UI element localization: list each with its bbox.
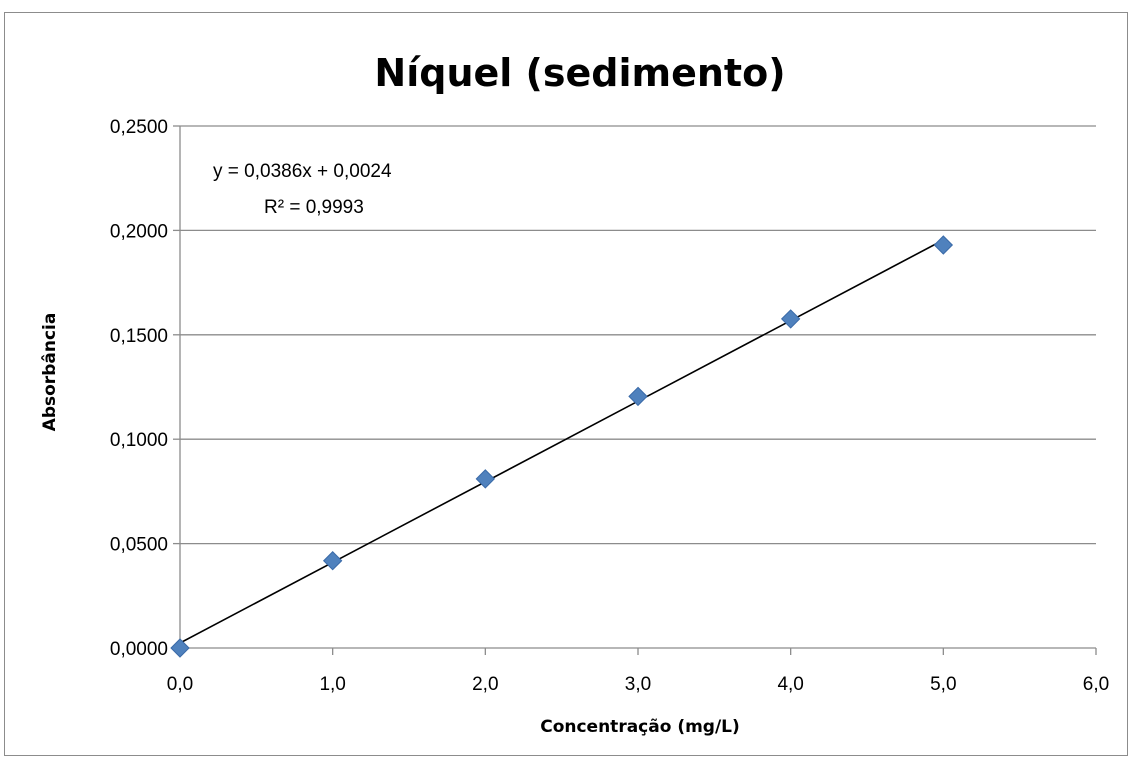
x-tick-label: 3,0 <box>625 674 651 695</box>
x-tick-label: 2,0 <box>472 674 498 695</box>
data-point <box>933 235 954 255</box>
y-tick-labels: 0,0000 0,0500 0,1000 0,1500 0,2000 0,2500 <box>110 117 168 660</box>
y-tick-label: 0,2000 <box>110 221 168 242</box>
axes <box>173 125 1097 655</box>
x-tick-label: 4,0 <box>777 674 803 695</box>
x-tick-label: 1,0 <box>319 674 345 695</box>
x-tick-labels: 0,0 1,0 2,0 3,0 4,0 5,0 6,0 <box>167 674 1109 695</box>
data-point <box>170 638 190 658</box>
y-tick-label: 0,2500 <box>110 117 168 138</box>
data-point <box>475 469 496 489</box>
trendline-group <box>179 239 944 644</box>
x-tick-label: 0,0 <box>167 674 193 695</box>
chart-title: Níquel (sedimento) <box>374 51 785 95</box>
equation-label: y = 0,0386x + 0,0024 <box>213 161 392 182</box>
trendline <box>179 239 944 644</box>
data-point <box>322 551 343 571</box>
y-tick-label: 0,0500 <box>110 535 168 556</box>
data-point <box>780 309 801 329</box>
y-tick-label: 0,1000 <box>110 430 168 451</box>
gridlines <box>180 125 1096 545</box>
y-tick-label: 0,1500 <box>110 326 168 347</box>
r2-label: R² = 0,9993 <box>264 197 364 218</box>
data-point <box>628 386 648 407</box>
y-tick-label: 0,0000 <box>110 639 168 660</box>
x-tick-label: 5,0 <box>930 674 956 695</box>
chart-frame <box>4 12 1128 756</box>
x-tick-label: 6,0 <box>1083 674 1109 695</box>
data-points <box>170 235 954 658</box>
x-axis-label: Concentração (mg/L) <box>540 717 740 737</box>
y-axis-label: Absorbância <box>40 313 60 432</box>
